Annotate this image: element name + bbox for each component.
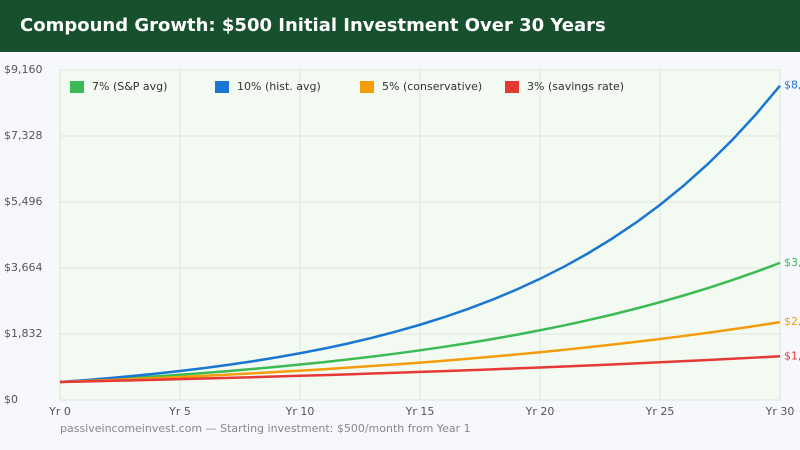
- series-line: [59, 84, 781, 384]
- end-label: $8,725: [784, 79, 800, 92]
- end-label: $3,806: [784, 256, 800, 269]
- legend-swatch: [505, 81, 519, 93]
- x-tick-label: Yr 30: [765, 405, 795, 418]
- header-bar: [0, 0, 800, 52]
- legend-swatch: [70, 81, 84, 93]
- legend-label: 10% (hist. avg): [237, 80, 321, 93]
- x-tick-label: Yr 15: [405, 405, 435, 418]
- y-tick-label: $3,664: [4, 261, 43, 274]
- x-tick-label: Yr 10: [285, 405, 315, 418]
- series-line: [59, 355, 781, 384]
- y-tick-label: $7,328: [4, 129, 43, 142]
- legend-swatch: [360, 81, 374, 93]
- end-label: $2,161: [784, 315, 800, 328]
- y-tick-label: $1,832: [4, 327, 43, 340]
- series-line: [59, 320, 781, 384]
- end-label: $1,214: [784, 349, 800, 362]
- legend-label: 5% (conservative): [382, 80, 482, 93]
- series-line: [59, 261, 781, 384]
- legend-label: 7% (S&P avg): [92, 80, 167, 93]
- footnote: passiveincomeinvest.com — Starting inves…: [60, 422, 471, 435]
- x-tick-label: Yr 25: [645, 405, 675, 418]
- x-tick-label: Yr 5: [168, 405, 191, 418]
- x-tick-label: Yr 20: [525, 405, 555, 418]
- x-tick-label: Yr 0: [48, 405, 71, 418]
- y-tick-label: $9,160: [4, 63, 43, 76]
- chart-title: Compound Growth: $500 Initial Investment…: [20, 15, 606, 36]
- y-tick-label: $5,496: [4, 195, 43, 208]
- legend-swatch: [215, 81, 229, 93]
- y-tick-label: $0: [4, 393, 18, 406]
- legend-label: 3% (savings rate): [527, 80, 624, 93]
